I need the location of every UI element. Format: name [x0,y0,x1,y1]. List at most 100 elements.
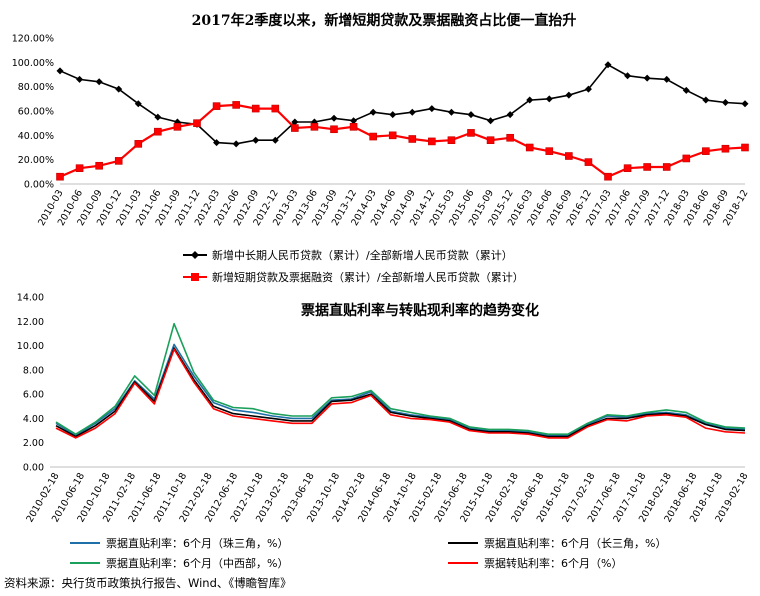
chart2-y-axis: 0.00 2.00 4.00 6.00 8.00 10.00 12.00 14.00 [17,293,44,474]
chart1-point [741,100,749,108]
chart2-y-tick-label: 12.00 [17,317,44,328]
chart1-point [506,133,514,142]
chart1-y-tick-label: 100.00% [12,58,54,69]
chart1-point [76,75,84,83]
chart1-point [487,117,495,125]
chart1-point [663,75,671,83]
chart1-point [428,137,436,146]
chart1-point [271,136,279,144]
chart1-series-line [59,63,746,145]
source-note: 资料来源：央行货币政策执行报告、Wind、《博瞻智库》 [4,576,292,590]
chart2-legend-label: 票据直贴利率：6个月（长三角，%） [484,536,666,550]
chart1-point [506,111,514,119]
chart1-point [604,61,612,69]
chart1-point [389,111,397,119]
chart1-point [291,124,299,132]
chart1-point [643,163,651,171]
chart1-point [56,67,64,75]
chart2-y-tick-label: 8.00 [23,365,44,376]
chart2-y-tick-label: 6.00 [23,390,44,401]
chart1-legend-item: 新增中长期人民币贷款（累计）/全部新增人民币贷款（累计） [183,248,513,262]
chart1-point [682,86,690,94]
chart2-y-tick-label: 0.00 [23,463,44,474]
chart1-point [134,100,142,108]
chart2-y-tick-label: 14.00 [17,293,44,304]
chart1-point [95,161,103,170]
chart1-point [232,140,240,148]
chart1-y-tick-label: 60.00% [18,107,54,118]
chart1-y-tick-label: 40.00% [18,131,54,142]
chart1-point [154,127,162,136]
chart1-legend-marker [191,251,199,259]
chart1-point [643,74,651,82]
chart1-title: 2017年2季度以来，新增短期贷款及票据融资占比便一直抬升 [192,12,577,29]
chart1-y-tick-label: 0.00% [24,180,54,191]
chart1-point [624,72,632,80]
chart1-point [447,136,456,144]
chart2-legend-label: 票据直贴利率：6个月（珠三角，%） [106,536,288,550]
chart1-point [350,117,358,125]
chart2-legend-item: 票据直贴利率：6个月（长三角，%） [448,536,666,550]
chart2-legend-item: 票据转贴利率：6个月（%） [448,556,622,570]
chart1-point [310,123,319,131]
chart1-point [565,91,573,99]
chart1-point [349,123,358,131]
chart1-legend-label: 新增中长期人民币贷款（累计）/全部新增人民币贷款（累计） [212,248,513,262]
chart1-point [193,119,201,127]
chart2-series-line-3 [55,322,746,436]
chart1-point [565,152,573,160]
chart1-series-2 [56,101,749,181]
chart1-legend-item: 新增短期贷款及票据融资（累计）/全部新增人民币贷款（累计） [183,270,524,284]
chart1-point [486,136,495,144]
chart1-point [95,78,103,86]
chart2-legend: 票据直贴利率：6个月（珠三角，%） 票据直贴利率：6个月（长三角，%） 票据直贴利率… [70,536,666,570]
chart1-point [525,143,534,152]
chart2-title: 票据直贴利率与转贴现利率的趋势变化 [301,302,539,319]
chart1-point [114,157,123,165]
loan-share-chart: 2017年2季度以来，新增短期贷款及票据融资占比便一直抬升 0.00% 20.00… [12,12,751,284]
chart1-point [212,102,221,110]
chart1-series-line [59,103,746,178]
chart1-y-tick-label: 80.00% [18,82,54,93]
chart1-point [702,147,710,155]
chart1-point [408,108,416,116]
chart1-point [741,143,749,152]
chart1-point [232,101,240,109]
chart1-point [447,108,455,116]
chart1-point [251,104,260,113]
chart1-point [134,140,143,148]
chart1-point [75,164,84,172]
chart1-y-tick-label: 20.00% [18,155,54,166]
chart1-point [545,147,554,155]
chart1-point [584,85,592,93]
chart2-y-tick-label: 2.00 [23,438,44,449]
chart1-point [291,118,299,126]
chart1-point [330,125,338,134]
chart2-x-axis: 2010-02-182010-06-182010-10-182011-02-18… [24,471,750,524]
chart1-point [526,96,534,104]
bill-rate-chart: 票据直贴利率与转贴现利率的趋势变化 0.00 2.00 4.00 6.00 8.00 10… [17,293,751,571]
chart1-point [271,104,280,113]
chart2-series [55,322,746,439]
chart2-y-tick-label: 4.00 [23,414,44,425]
chart1-point [369,132,377,141]
chart1-point [56,172,64,181]
chart1-y-axis: 0.00% 20.00% 40.00% 60.00% 80.00% 100.00% 120.… [12,34,54,191]
chart1-point [721,98,729,106]
chart2-series-line-4 [55,348,746,439]
chart1-point [369,108,377,116]
chart1-point [584,158,593,166]
chart1-point [721,144,730,153]
chart1-legend: 新增中长期人民币贷款（累计）/全部新增人民币贷款（累计） 新增短期贷款及票据融资（… [183,248,524,284]
chart1-y-tick-label: 120.00% [12,34,54,45]
chart2-legend-label: 票据转贴利率：6个月（%） [484,556,622,570]
chart1-legend-marker [191,273,199,281]
chart1-point [408,135,417,143]
chart1-point [662,163,671,171]
chart1-x-axis: 2010-032010-062010-092010-122011-032011-… [36,188,750,228]
chart1-point [545,95,553,103]
chart1-point [604,172,612,181]
chart1-point [213,139,221,147]
chart1-legend-label: 新增短期贷款及票据融资（累计）/全部新增人民币贷款（累计） [212,270,524,284]
